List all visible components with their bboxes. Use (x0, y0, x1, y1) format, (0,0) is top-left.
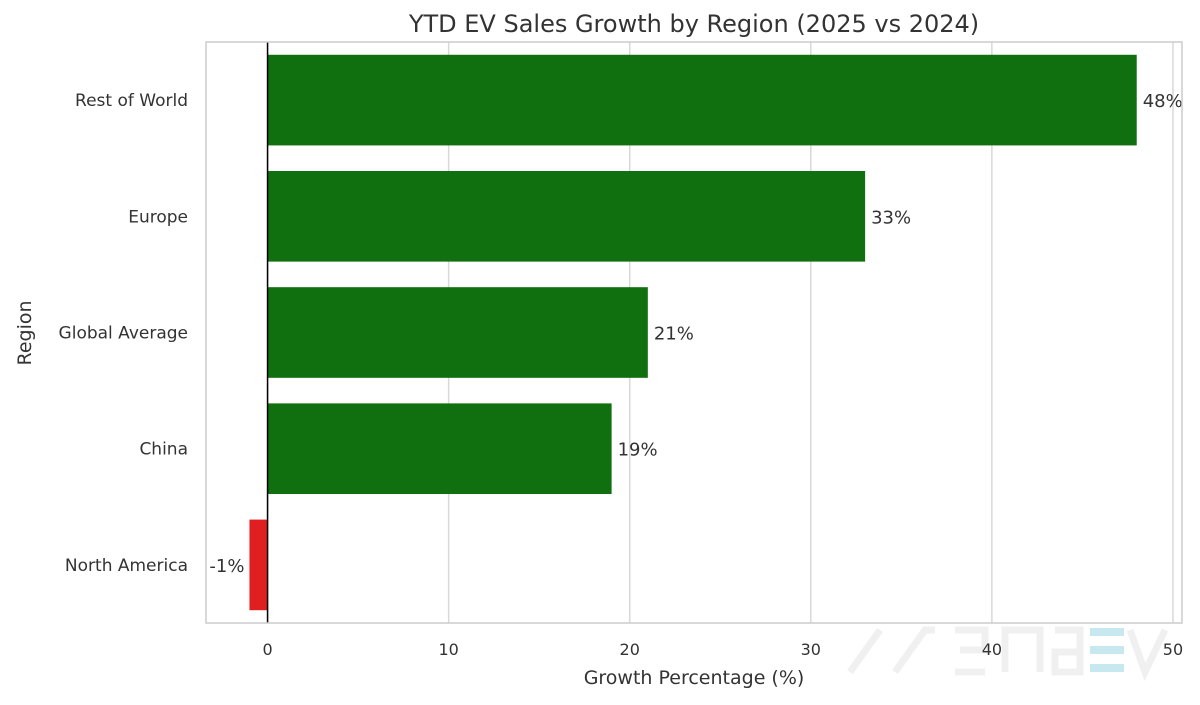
bar (267, 403, 612, 495)
chart-title: YTD EV Sales Growth by Region (2025 vs 2… (408, 10, 979, 38)
data-label: 48% (1143, 91, 1183, 112)
watermark-logo (847, 626, 1169, 682)
data-label: 19% (618, 440, 658, 461)
bar (267, 170, 866, 262)
x-tick-label: 0 (262, 640, 272, 659)
bar (267, 287, 648, 378)
x-tick-label: 40 (982, 640, 1002, 659)
bar (267, 54, 1137, 146)
x-tick-label: 30 (801, 640, 821, 659)
bar (249, 519, 268, 611)
y-axis-label: Region (14, 300, 36, 365)
data-label: 21% (654, 324, 694, 345)
x-tick-label: 20 (620, 640, 640, 659)
x-tick-label: 10 (438, 640, 458, 659)
y-tick-label: North America (65, 556, 188, 576)
y-tick-label: Rest of World (75, 91, 188, 111)
data-label: -1% (209, 556, 244, 577)
y-tick-label: China (139, 440, 188, 460)
data-label: 33% (871, 207, 911, 228)
plot-frame (205, 41, 1183, 624)
x-tick-label: 50 (1163, 640, 1183, 659)
x-axis-label: Growth Percentage (%) (584, 667, 805, 689)
y-tick-label: Europe (128, 207, 188, 227)
y-tick-label: Global Average (59, 324, 188, 344)
